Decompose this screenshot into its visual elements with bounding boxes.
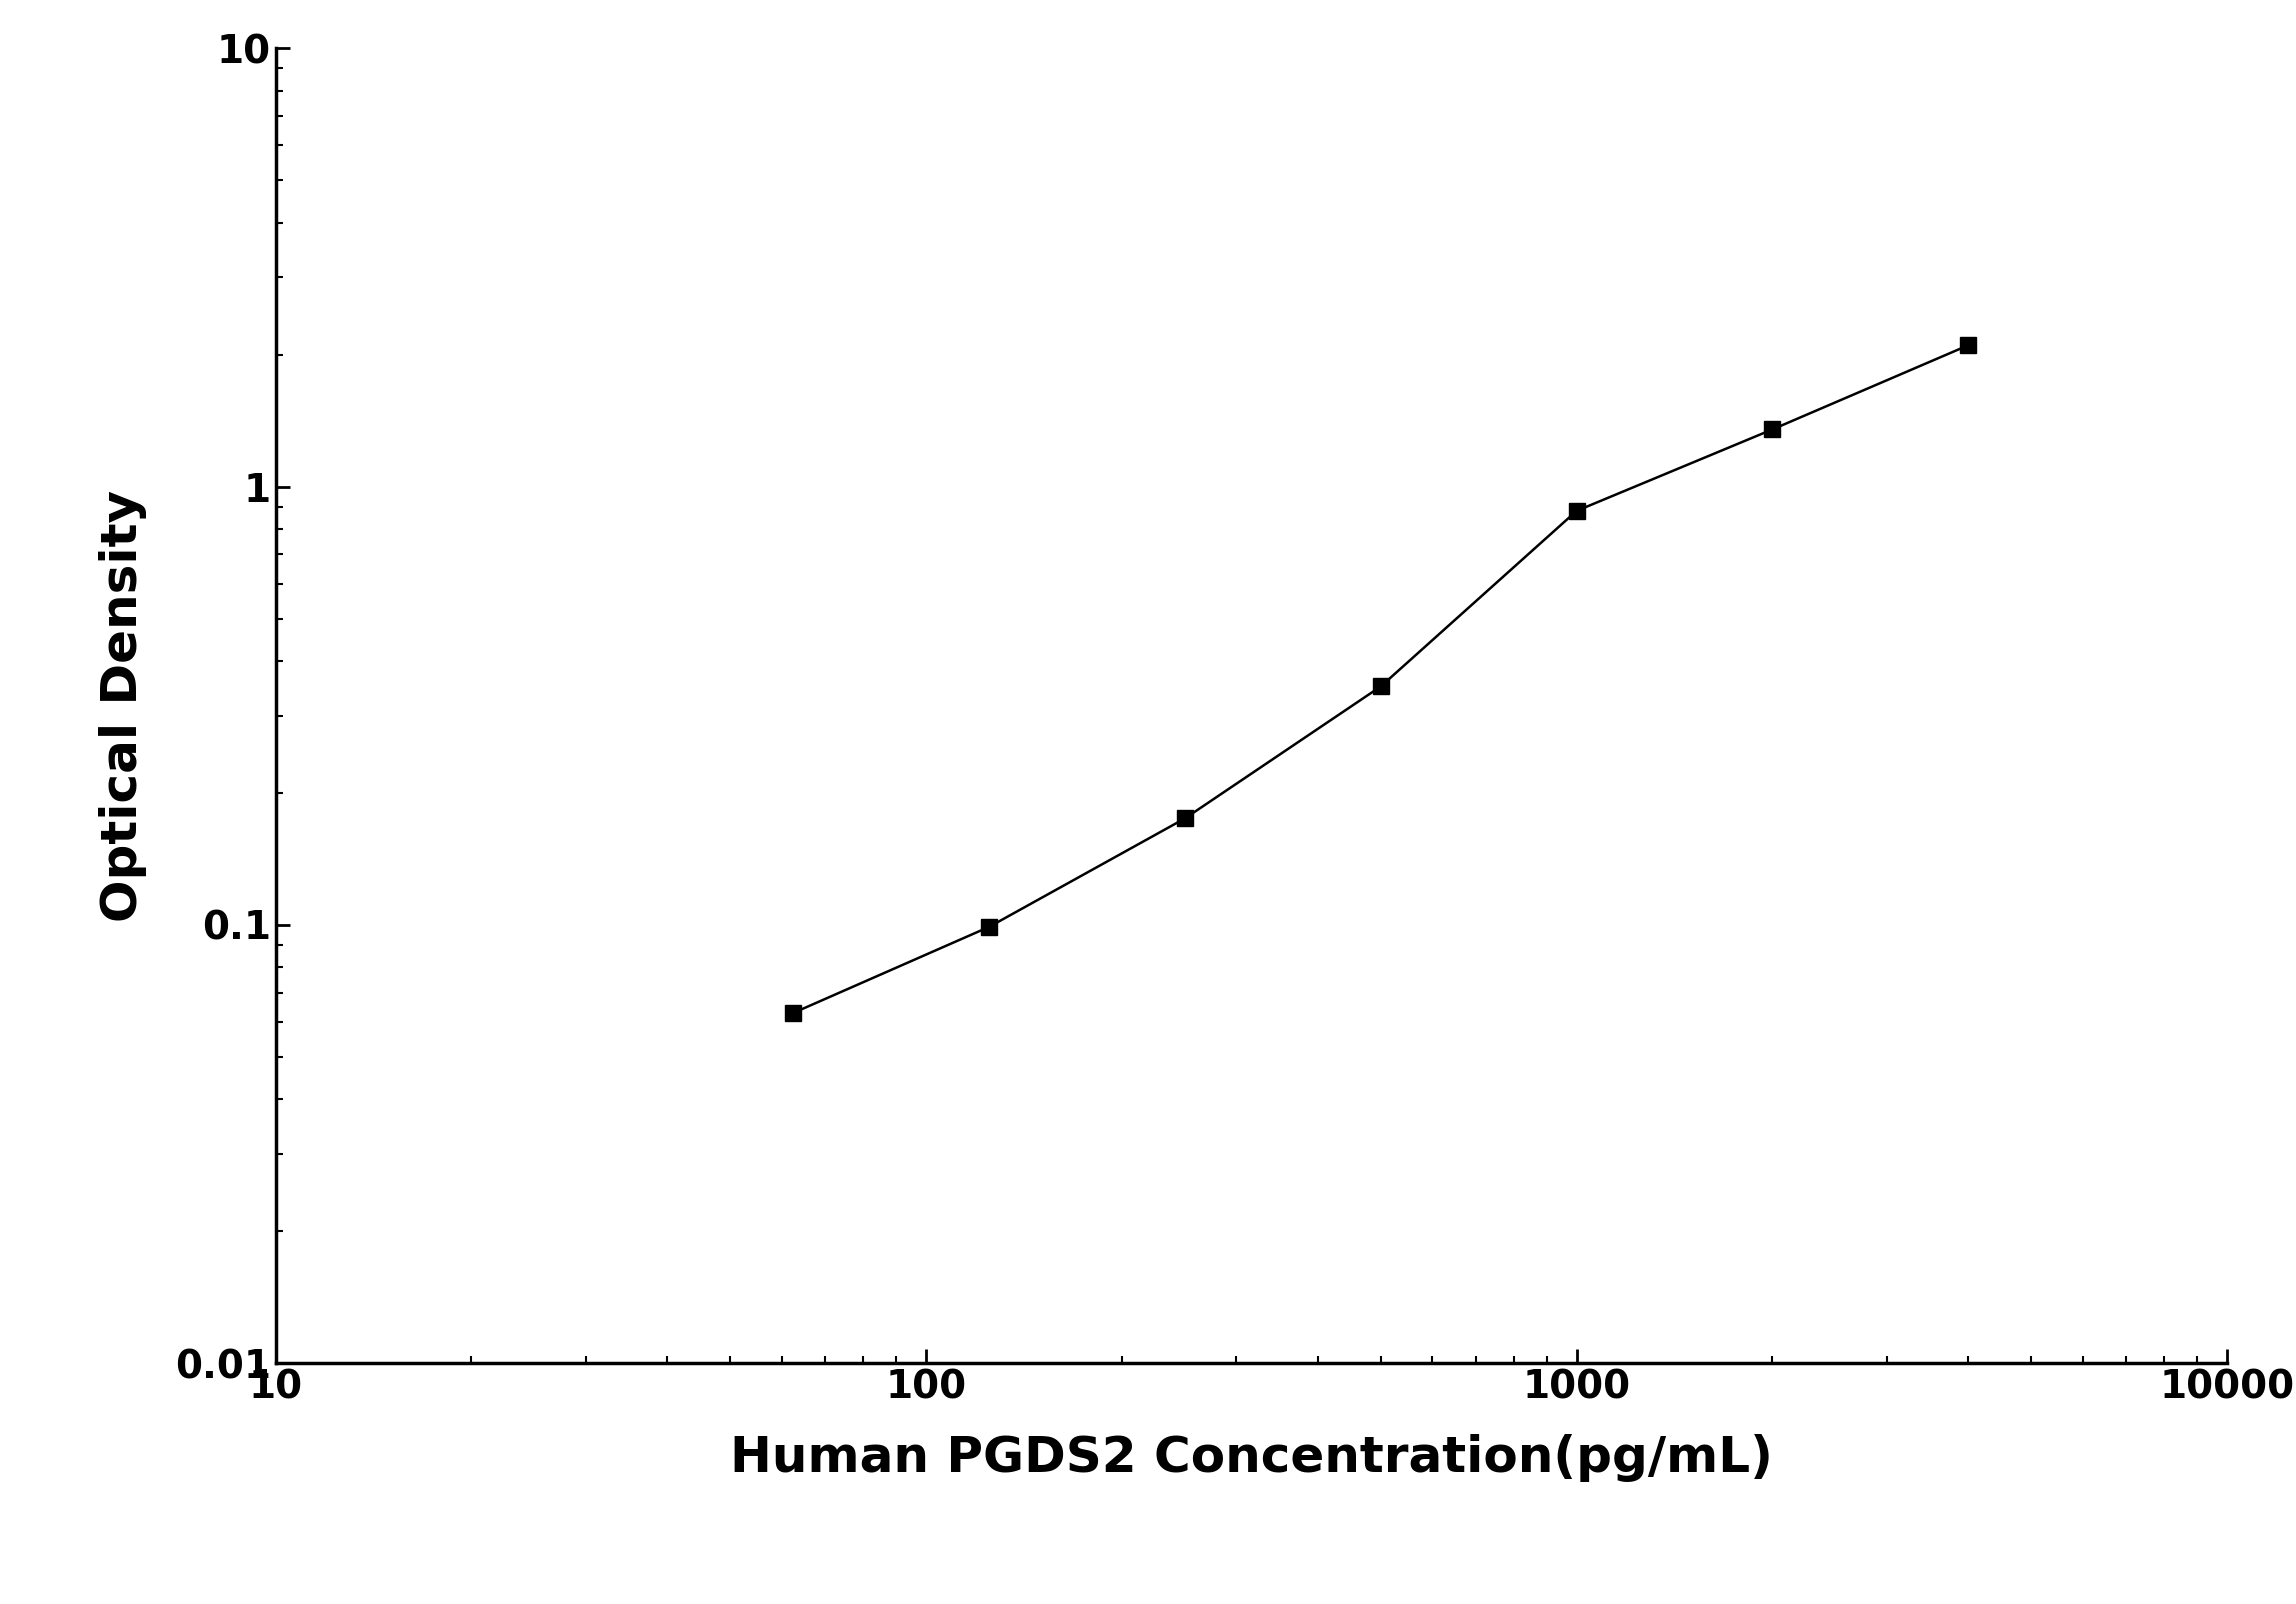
X-axis label: Human PGDS2 Concentration(pg/mL): Human PGDS2 Concentration(pg/mL) — [730, 1434, 1773, 1482]
Y-axis label: Optical Density: Optical Density — [99, 489, 147, 922]
